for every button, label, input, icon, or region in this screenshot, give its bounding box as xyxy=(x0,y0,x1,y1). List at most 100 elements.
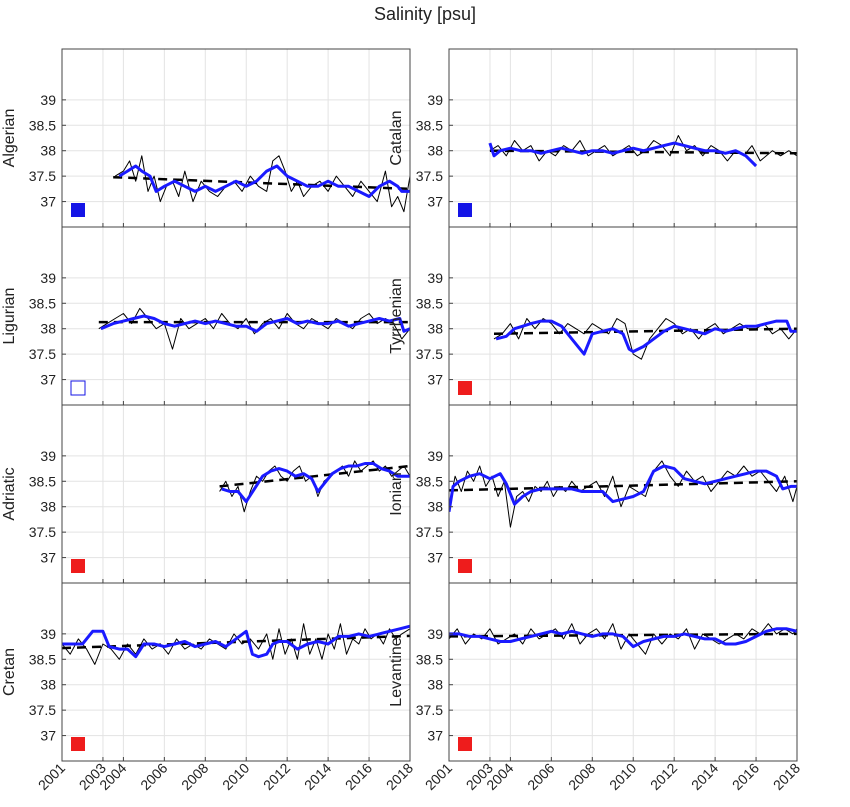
series-monthly-line xyxy=(114,155,410,213)
panel-tyrrhenian: 37 37.5 38 38.5 39 Tyrrhenian xyxy=(388,226,798,406)
series-smoothed-line xyxy=(62,624,410,659)
series-trend-line xyxy=(219,464,410,488)
x-tick-label: 2010 xyxy=(219,760,252,793)
series-trend-line xyxy=(62,634,410,650)
y-tick-label: 37 xyxy=(427,194,443,210)
series-monthly-line xyxy=(493,318,797,360)
y-tick-label: 39 xyxy=(40,270,56,286)
series-smoothed-line xyxy=(221,462,410,504)
gridlines xyxy=(61,49,411,227)
y-tick-label: 38 xyxy=(427,499,443,515)
plot-area xyxy=(62,583,410,761)
region-marker-red xyxy=(71,559,85,573)
y-axis-label: Levantine xyxy=(388,637,405,706)
y-tick-label: 38 xyxy=(427,677,443,693)
y-tick-label: 38.5 xyxy=(29,473,56,489)
series-trend-line xyxy=(113,175,410,191)
x-tick-label: 2001 xyxy=(422,760,455,793)
y-axis-label: Catalan xyxy=(388,110,405,165)
region-marker-blue xyxy=(71,203,85,217)
y-tick-label: 37 xyxy=(427,728,443,744)
y-tick-label: 37 xyxy=(40,728,56,744)
y-tick-label: 39 xyxy=(427,448,443,464)
plot-area xyxy=(62,49,410,227)
y-tick-label: 37.5 xyxy=(29,702,56,718)
y-tick-label: 39 xyxy=(40,92,56,108)
series-smoothed-line xyxy=(488,141,758,168)
x-tick-label: 2014 xyxy=(688,760,721,793)
x-tick-label: 2014 xyxy=(301,760,334,793)
region-marker-red xyxy=(458,559,472,573)
series-trend-line xyxy=(449,632,797,638)
region-marker-red xyxy=(458,381,472,395)
panel-algerian: 37 37.5 38 38.5 39 Algerian xyxy=(1,48,411,228)
y-tick-label: 38.5 xyxy=(416,117,443,133)
y-tick-label: 37.5 xyxy=(416,702,443,718)
panel-ligurian: 37 37.5 38 38.5 39 Ligurian xyxy=(1,226,411,406)
y-tick-label: 37.5 xyxy=(416,524,443,540)
panel-frame xyxy=(61,582,411,762)
x-tick-label: 2010 xyxy=(606,760,639,793)
y-tick-label: 37.5 xyxy=(29,346,56,362)
panel-ionian: 37 37.5 38 38.5 39 Ionian xyxy=(388,404,798,584)
y-tick-label: 38 xyxy=(40,677,56,693)
panel-frame xyxy=(448,582,798,762)
y-tick-label: 37.5 xyxy=(416,346,443,362)
y-tick-label: 37.5 xyxy=(416,168,443,184)
series-smoothed-line xyxy=(449,627,797,649)
y-axis-label: Adriatic xyxy=(1,467,18,520)
panel-adriatic: 37 37.5 38 38.5 39 Adriatic xyxy=(1,404,411,584)
y-tick-label: 37.5 xyxy=(29,168,56,184)
plot-area xyxy=(449,405,797,583)
y-tick-label: 37.5 xyxy=(29,524,56,540)
x-tick-label: 2006 xyxy=(524,760,557,793)
y-tick-label: 38.5 xyxy=(416,651,443,667)
x-tick-label: 2012 xyxy=(260,760,293,793)
y-tick-label: 39 xyxy=(427,270,443,286)
y-tick-label: 37 xyxy=(40,194,56,210)
plot-area xyxy=(62,227,410,405)
plot-area xyxy=(449,583,797,761)
series-trend-line xyxy=(493,327,797,336)
x-tick-label: 2016 xyxy=(342,760,375,793)
region-marker-red xyxy=(458,737,472,751)
x-tick-label: 2006 xyxy=(137,760,170,793)
y-tick-label: 37 xyxy=(40,550,56,566)
y-axis-label: Cretan xyxy=(1,648,18,696)
x-tick-label: 2018 xyxy=(770,760,803,793)
region-marker-empty xyxy=(70,380,86,396)
y-tick-label: 37 xyxy=(40,372,56,388)
series-smoothed-line xyxy=(495,319,797,356)
y-tick-label: 39 xyxy=(40,626,56,642)
y-tick-label: 38.5 xyxy=(29,295,56,311)
y-axis-label: Tyrrhenian xyxy=(388,278,405,354)
x-tick-label: 2008 xyxy=(565,760,598,793)
x-tick-label: 2008 xyxy=(178,760,211,793)
y-tick-label: 38 xyxy=(40,499,56,515)
figure-title: Salinity [psu] xyxy=(373,4,477,24)
series-trend-line xyxy=(449,480,797,492)
y-tick-label: 39 xyxy=(427,92,443,108)
series-smoothed-line xyxy=(118,164,410,198)
y-tick-label: 38 xyxy=(427,143,443,159)
plot-area xyxy=(449,227,797,405)
y-tick-label: 38.5 xyxy=(416,473,443,489)
y-tick-label: 37 xyxy=(427,372,443,388)
y-tick-label: 39 xyxy=(40,448,56,464)
series-smoothed-line xyxy=(100,314,410,333)
y-tick-label: 37 xyxy=(427,550,443,566)
plot-area xyxy=(62,405,410,583)
y-tick-label: 38 xyxy=(427,321,443,337)
series-monthly-line xyxy=(62,623,410,665)
y-axis-label: Ionian xyxy=(388,472,405,516)
region-marker-red xyxy=(71,737,85,751)
x-tick-label: 2016 xyxy=(729,760,762,793)
y-tick-label: 38 xyxy=(40,321,56,337)
y-axis-label: Ligurian xyxy=(1,288,18,345)
y-tick-label: 38.5 xyxy=(29,651,56,667)
y-tick-label: 38 xyxy=(40,143,56,159)
